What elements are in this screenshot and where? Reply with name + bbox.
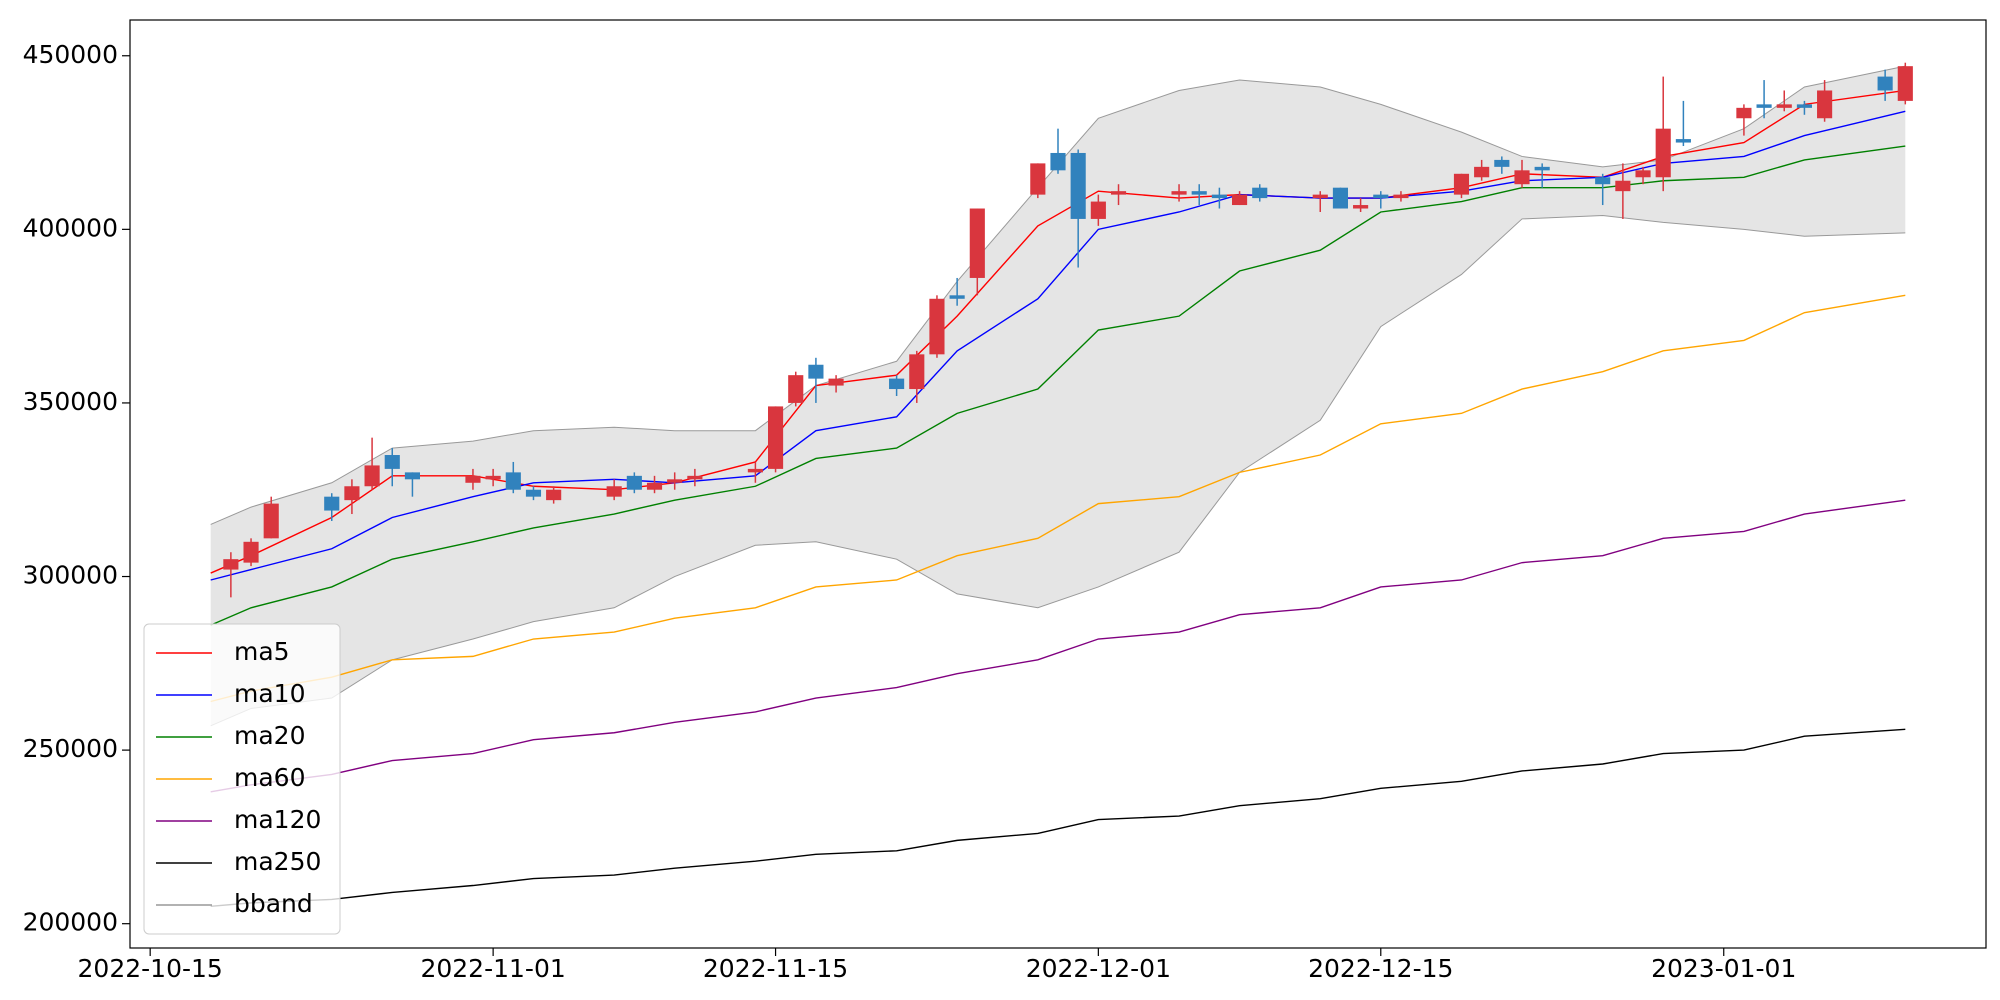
candle-body <box>1534 166 1550 171</box>
candle-body <box>929 298 945 355</box>
x-tick-label: 2022-12-01 <box>1026 954 1171 983</box>
x-tick-label: 2022-10-15 <box>78 954 223 983</box>
candle-body <box>1655 128 1671 178</box>
x-tick-label: 2023-01-01 <box>1651 954 1796 983</box>
legend-label: ma120 <box>234 805 321 834</box>
candle-body <box>1877 76 1893 91</box>
bband-area <box>210 66 1906 726</box>
candle-body <box>1675 139 1691 143</box>
candle-body <box>768 406 784 469</box>
ma-line <box>210 294 1906 703</box>
candle-body <box>1171 191 1187 195</box>
candle-body <box>1393 194 1409 199</box>
candle-body <box>1110 191 1127 195</box>
candle-body <box>1817 90 1833 119</box>
candle-body <box>546 489 562 501</box>
y-tick-label: 400000 <box>23 213 118 242</box>
candle-body <box>949 295 965 299</box>
legend: ma5 ma10 ma20 ma60 ma120 ma250 bband <box>143 623 341 935</box>
candle-body <box>1332 187 1348 209</box>
candle-body <box>1494 159 1510 167</box>
bband-lower <box>210 214 1906 727</box>
candle-body <box>243 541 259 563</box>
y-tick-label: 200000 <box>23 908 118 937</box>
candle-body <box>1796 104 1812 108</box>
candle-body <box>889 378 905 390</box>
candle-body <box>223 559 239 570</box>
candle-body <box>505 472 521 490</box>
plot-frame <box>129 19 1987 949</box>
candle-body <box>1211 194 1227 199</box>
candle-body <box>1070 152 1086 219</box>
candle-body <box>1474 166 1490 178</box>
candle-body <box>667 479 683 483</box>
candle-body <box>465 475 481 483</box>
candle-body <box>1756 104 1772 108</box>
candle-body <box>1514 170 1530 185</box>
x-tick-label: 2022-11-15 <box>703 954 848 983</box>
candle-body <box>1232 194 1248 206</box>
legend-label: ma20 <box>234 721 305 750</box>
x-tick-label: 2022-12-15 <box>1308 954 1453 983</box>
legend-label: ma60 <box>234 763 305 792</box>
candle-body <box>324 496 340 511</box>
candle-body <box>626 475 642 490</box>
candle-body <box>969 208 985 278</box>
y-tick-label: 450000 <box>23 40 118 69</box>
ma-line <box>210 499 1906 793</box>
candle-body <box>1897 66 1913 101</box>
candle-body <box>1050 152 1066 171</box>
candle-body <box>1353 205 1369 209</box>
x-tick-label: 2022-11-01 <box>420 954 565 983</box>
candle-body <box>646 482 663 490</box>
candle-body <box>1090 201 1106 219</box>
candle-body <box>263 503 279 539</box>
candle-body <box>404 472 420 480</box>
legend-label: ma10 <box>234 679 305 708</box>
legend-box <box>143 623 341 935</box>
candle-body <box>1191 191 1207 195</box>
candle-body <box>1252 187 1268 199</box>
candle-body <box>909 354 925 390</box>
legend-label: bband <box>234 889 313 918</box>
candle-body <box>1736 107 1752 119</box>
candle-body <box>808 364 824 379</box>
candle-body <box>1635 170 1651 178</box>
candle-body <box>687 475 703 480</box>
candle-body <box>1595 177 1611 185</box>
candle-body <box>1615 180 1631 192</box>
ma-line <box>210 728 1906 908</box>
candle-body <box>384 455 400 469</box>
candle-body <box>1453 173 1470 195</box>
candle-body <box>828 378 844 386</box>
legend-label: ma250 <box>234 847 321 876</box>
candle-body <box>1776 104 1792 108</box>
candle-body <box>364 465 380 487</box>
candle-body <box>1030 163 1046 195</box>
y-tick-label: 300000 <box>23 561 118 590</box>
candle-body <box>485 475 501 480</box>
candle-body <box>1312 194 1328 199</box>
legend-label: ma5 <box>234 637 290 666</box>
candle-body <box>747 468 763 473</box>
y-tick-label: 250000 <box>23 734 118 763</box>
candle-body <box>788 375 804 403</box>
candle-body <box>344 486 360 501</box>
candle-body <box>525 489 542 497</box>
candle-body <box>606 486 622 497</box>
candle-body <box>1373 194 1389 199</box>
y-tick-label: 350000 <box>23 387 118 416</box>
